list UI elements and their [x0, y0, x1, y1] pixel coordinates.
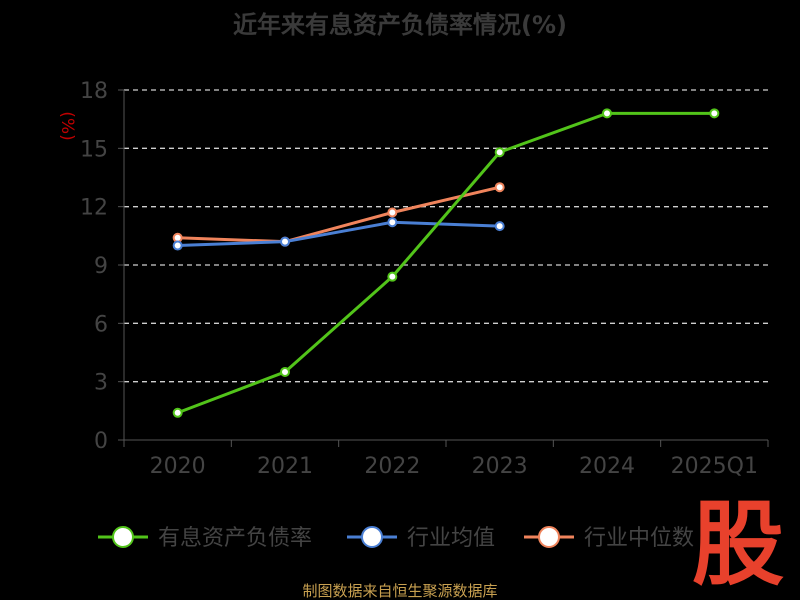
y-tick-label: 3	[94, 371, 108, 396]
x-tick-label: 2023	[472, 454, 528, 479]
y-tick-label: 6	[94, 312, 108, 337]
y-axis-label: (%)	[57, 111, 77, 140]
legend-swatch-marker	[112, 526, 134, 548]
series-line	[177, 185, 501, 244]
axis-layer: 0 3 6 9 12 15 18 2020 2021 2022 2023 2024 2025Q1	[80, 79, 769, 479]
x-tick-label: 2022	[364, 454, 420, 479]
y-tick-label: 9	[94, 254, 108, 279]
legend-label: 行业均值	[407, 526, 495, 551]
legend[interactable]: 有息资产负债率 行业均值 行业中位数	[98, 526, 694, 551]
data-point[interactable]	[709, 108, 720, 119]
data-point[interactable]	[387, 271, 398, 282]
data-point[interactable]	[494, 221, 505, 232]
series-line	[177, 220, 500, 248]
legend-label: 行业中位数	[584, 526, 694, 551]
watermark-stamp: 股	[692, 491, 784, 598]
y-tick-label: 15	[80, 137, 108, 162]
data-point[interactable]	[602, 108, 612, 119]
x-tick-label: 2020	[150, 454, 206, 479]
data-point[interactable]	[387, 207, 398, 218]
series-layer	[172, 108, 720, 418]
x-tick-label: 2021	[257, 454, 313, 479]
x-tick-label: 2025Q1	[671, 454, 758, 479]
watermark-glyph: 股	[692, 491, 784, 598]
data-point[interactable]	[494, 147, 505, 158]
legend-swatch-marker	[361, 526, 383, 548]
legend-item[interactable]: 行业中位数	[524, 526, 694, 551]
legend-item[interactable]: 行业均值	[347, 526, 495, 551]
legend-item[interactable]: 有息资产负债率	[98, 526, 312, 551]
data-point[interactable]	[172, 240, 183, 251]
data-point[interactable]	[494, 182, 505, 193]
legend-label: 有息资产负债率	[158, 526, 312, 551]
legend-swatch-marker	[538, 526, 560, 548]
y-tick-label: 0	[94, 429, 108, 454]
data-point[interactable]	[172, 407, 183, 418]
x-tick-label: 2024	[579, 454, 635, 479]
data-point[interactable]	[280, 366, 290, 377]
data-point[interactable]	[280, 236, 290, 247]
grid-layer	[124, 89, 768, 383]
source-note: 制图数据来自恒生聚源数据库	[302, 582, 497, 600]
y-tick-label: 12	[80, 196, 108, 221]
chart-title: 近年来有息资产负债率情况(%)	[233, 11, 567, 39]
y-tick-label: 18	[80, 79, 108, 104]
data-point[interactable]	[387, 217, 398, 228]
series-line	[177, 111, 715, 415]
